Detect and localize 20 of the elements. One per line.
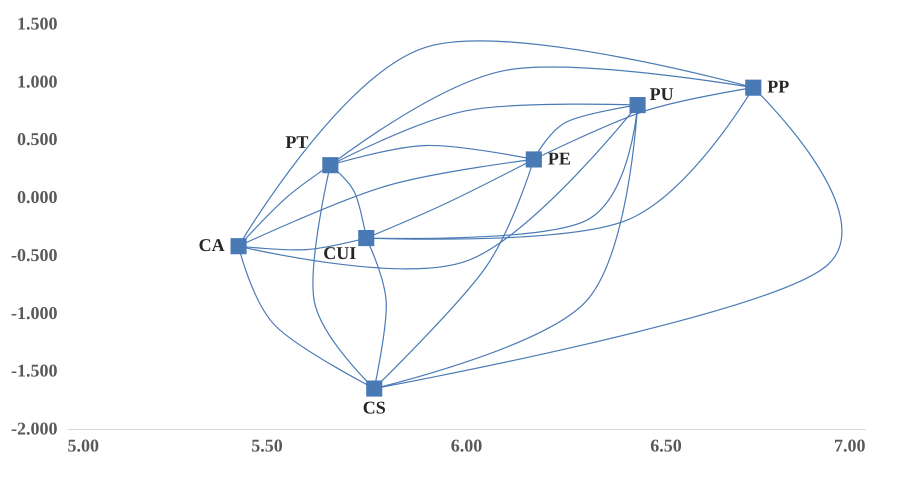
y-tick-label: -1.000: [11, 302, 58, 323]
series-label: PU: [650, 84, 674, 104]
y-tick-label: 1.500: [17, 14, 58, 34]
x-tick-label: 6.50: [650, 436, 682, 456]
series-label: PE: [548, 148, 571, 168]
x-tick-label: 5.00: [68, 436, 99, 456]
x-tick-label: 6.00: [450, 436, 482, 456]
series-label: PT: [285, 132, 308, 152]
series-label: PP: [767, 76, 790, 97]
y-tick-label: 0.500: [17, 129, 58, 150]
x-tick-label: 5.50: [251, 436, 283, 456]
y-tick-label: 1.000: [17, 71, 58, 92]
y-tick-label: -2.000: [11, 418, 58, 438]
x-tick-label: 7.00: [834, 436, 866, 456]
series-label: CA: [198, 235, 225, 256]
y-tick-label: 0.000: [17, 187, 58, 208]
series-label: CUI: [323, 243, 356, 264]
y-tick-label: -1.500: [11, 360, 58, 381]
series-label: CS: [362, 398, 386, 418]
y-tick-label: -0.500: [11, 244, 58, 265]
